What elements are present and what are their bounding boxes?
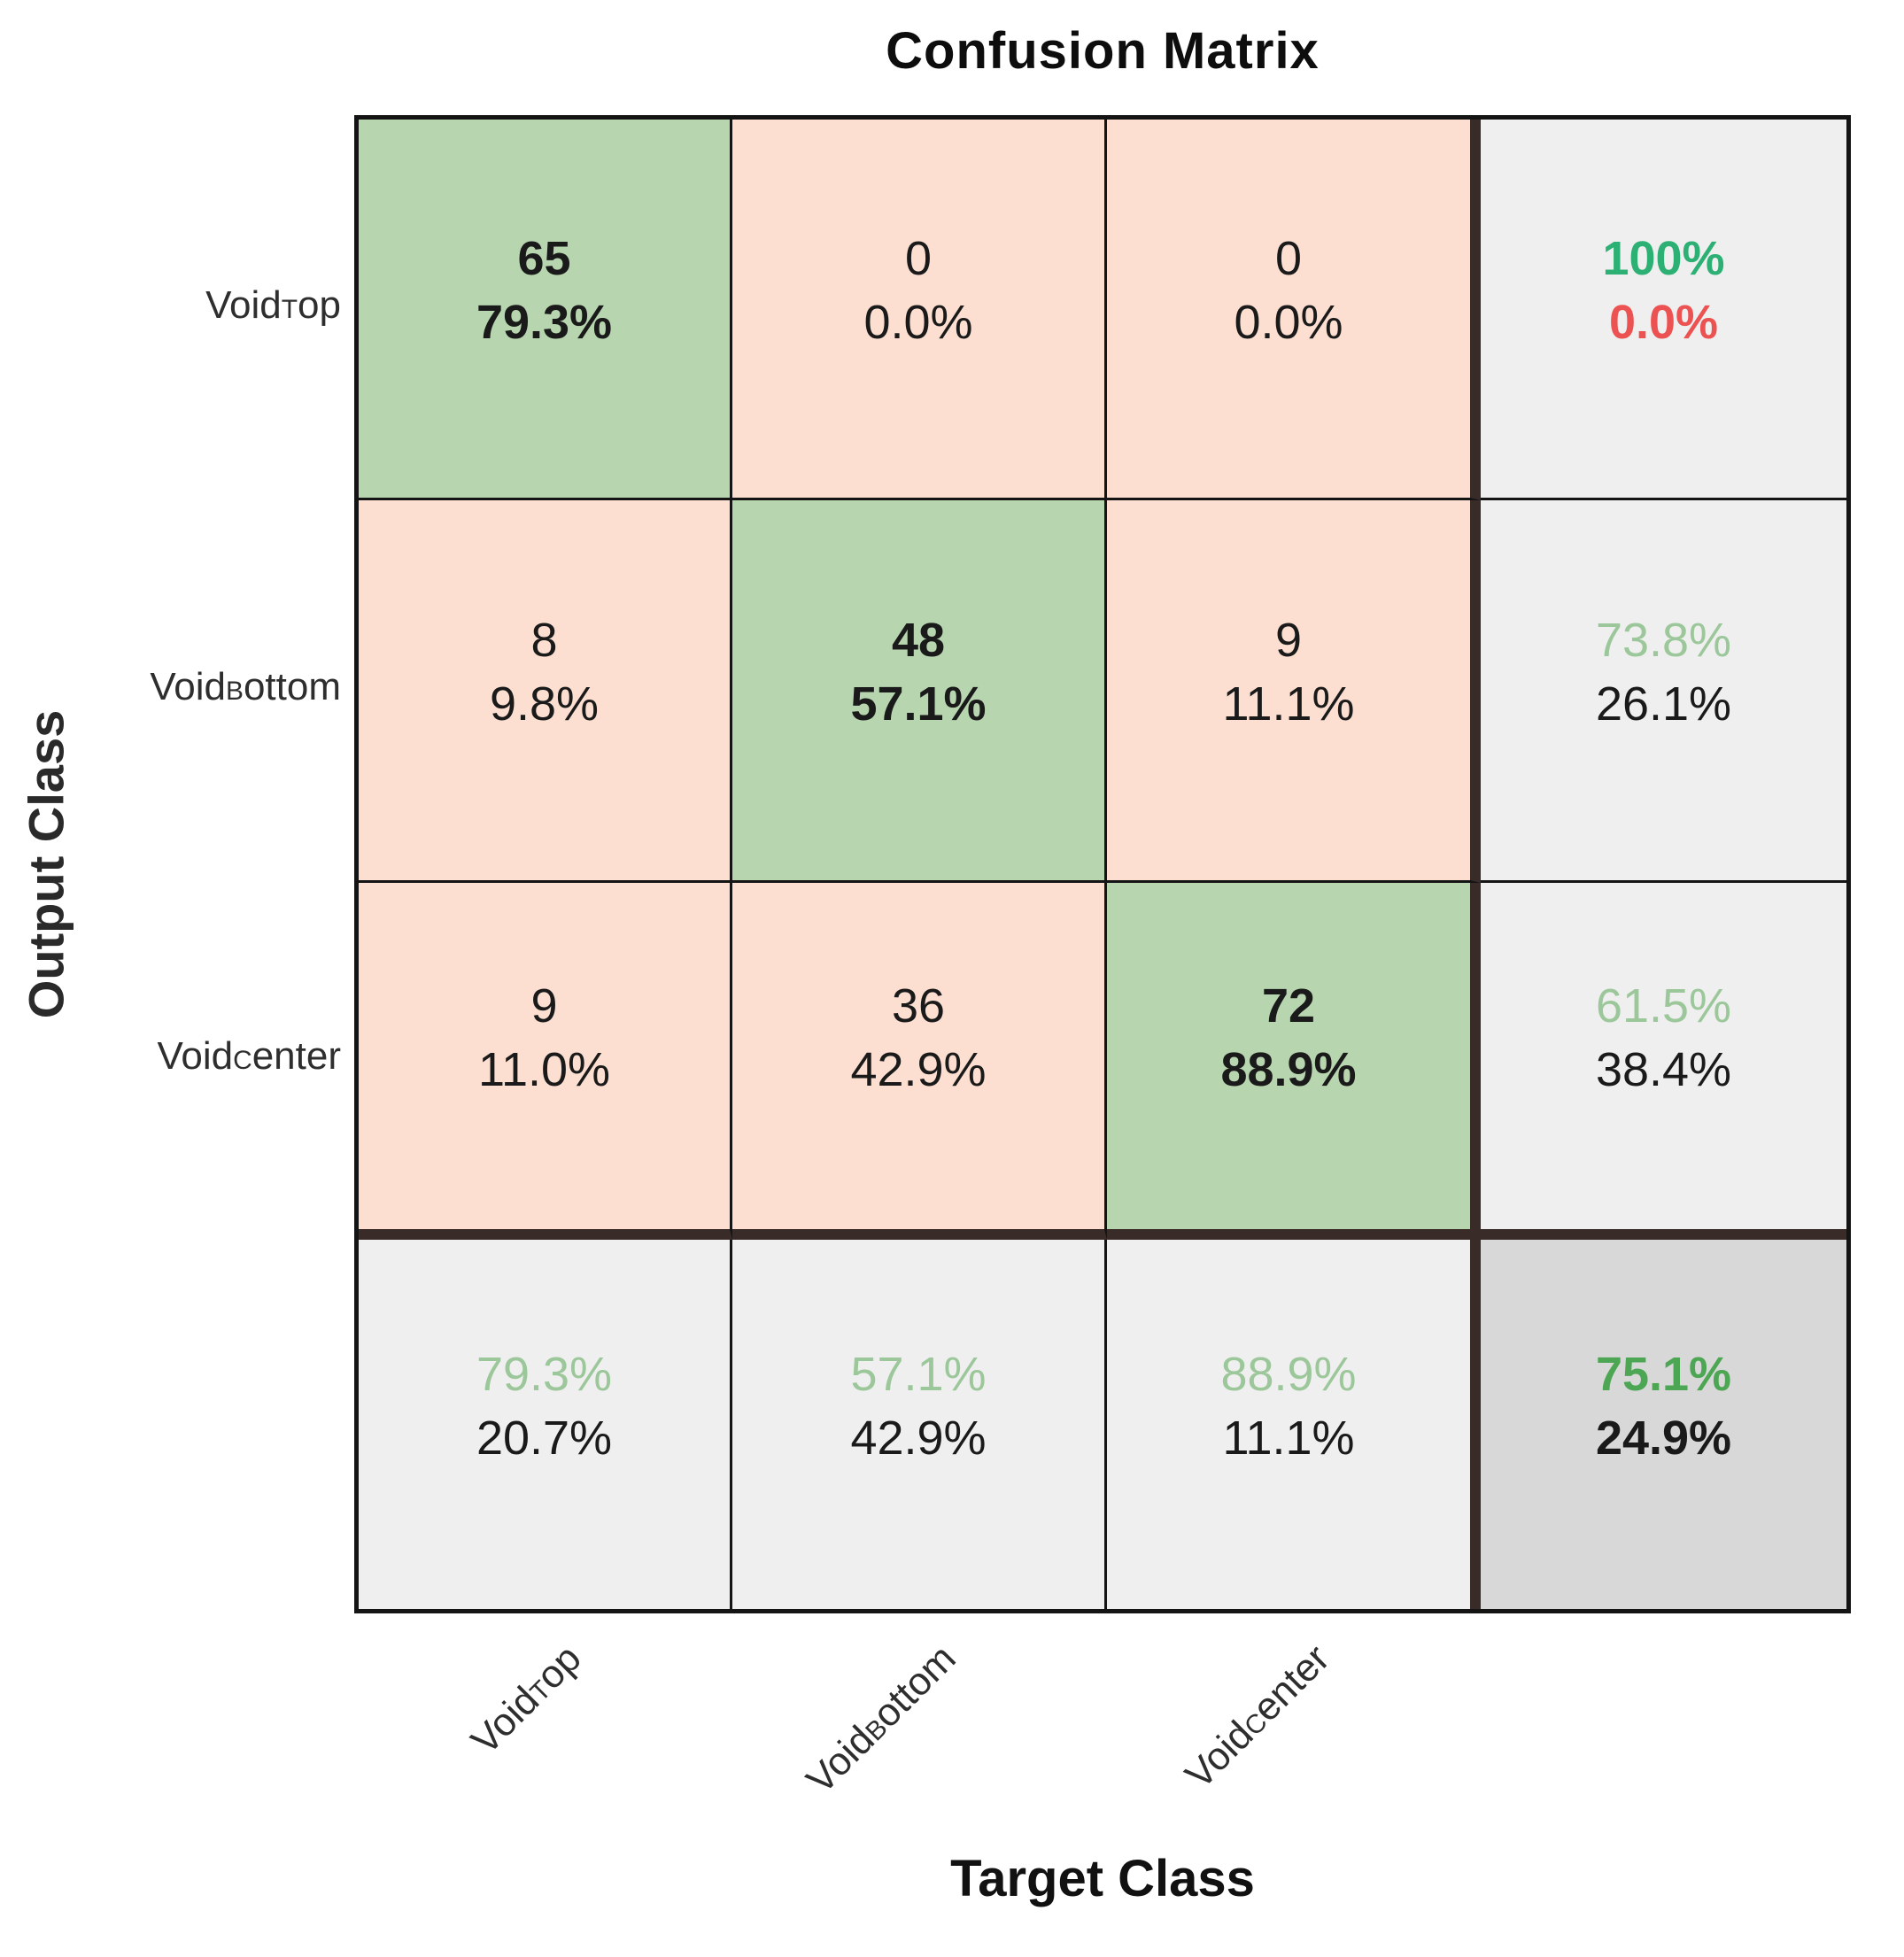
row-label-text: ottom bbox=[243, 665, 341, 708]
cell-percent: 11.0% bbox=[477, 1042, 611, 1096]
cell-count: 0 bbox=[1274, 231, 1303, 285]
summary-percent-bottom: 42.9% bbox=[850, 1411, 987, 1465]
cell-r0-c2: 0 0.0% bbox=[1107, 120, 1481, 500]
x-axis-label: Target Class bbox=[950, 1850, 1255, 1907]
cell-percent: 11.1% bbox=[1222, 677, 1355, 731]
cell-percent: 0.0% bbox=[863, 295, 973, 349]
summary-percent-top: 61.5% bbox=[1595, 978, 1732, 1033]
summary-percent-top: 57.1% bbox=[850, 1347, 987, 1401]
y-axis-label: Output Class bbox=[18, 709, 74, 1019]
row-label-subscript: T bbox=[281, 295, 298, 324]
cell-percent: 9.8% bbox=[489, 677, 600, 731]
cell-count: 65 bbox=[517, 231, 571, 285]
cell-percent: 0.0% bbox=[1234, 295, 1343, 349]
cell-percent: 88.9% bbox=[1220, 1042, 1357, 1096]
row-label-subscript: B bbox=[226, 677, 244, 706]
summary-percent-bottom: 11.1% bbox=[1222, 1411, 1355, 1465]
row-label-text: Void bbox=[157, 1034, 234, 1078]
summary-percent-top: 73.8% bbox=[1595, 613, 1732, 667]
row-label-text: op bbox=[298, 283, 341, 327]
cell-count: 48 bbox=[891, 613, 946, 667]
cell-r2-c1: 36 42.9% bbox=[732, 883, 1107, 1240]
row-label-void-top: VoidTop bbox=[49, 275, 341, 336]
row-summary-r1: 73.8% 26.1% bbox=[1481, 500, 1846, 883]
col-summary-c1: 57.1% 42.9% bbox=[732, 1240, 1107, 1609]
cell-r0-c1: 0 0.0% bbox=[732, 120, 1107, 500]
summary-percent-top: 88.9% bbox=[1220, 1347, 1357, 1401]
row-label-void-bottom: VoidBottom bbox=[49, 657, 341, 717]
cell-percent: 79.3% bbox=[476, 295, 613, 349]
summary-percent-bottom: 26.1% bbox=[1595, 677, 1732, 731]
cell-count: 9 bbox=[1274, 613, 1303, 667]
row-label-text: Void bbox=[150, 665, 226, 708]
cell-percent: 42.9% bbox=[850, 1042, 987, 1096]
cell-r1-c0: 8 9.8% bbox=[359, 500, 732, 883]
cell-count: 36 bbox=[891, 978, 946, 1033]
row-label-text: Void bbox=[205, 283, 282, 327]
tick-label-text: ottom bbox=[864, 1636, 964, 1737]
summary-percent-bottom: 0.0% bbox=[1608, 295, 1719, 349]
col-summary-c0: 79.3% 20.7% bbox=[359, 1240, 732, 1609]
overall-error: 24.9% bbox=[1595, 1411, 1732, 1465]
cell-r1-c2: 9 11.1% bbox=[1107, 500, 1481, 883]
summary-percent-top: 100% bbox=[1602, 231, 1725, 285]
row-summary-r2: 61.5% 38.4% bbox=[1481, 883, 1846, 1240]
row-summary-r0: 100% 0.0% bbox=[1481, 120, 1846, 500]
cell-count: 9 bbox=[530, 978, 558, 1033]
summary-percent-bottom: 38.4% bbox=[1595, 1042, 1732, 1096]
confusion-matrix: 65 79.3% 0 0.0% 0 0.0% 100% 0.0% 8 9.8% … bbox=[354, 115, 1851, 1613]
summary-percent-bottom: 20.7% bbox=[476, 1411, 613, 1465]
cell-count: 72 bbox=[1261, 978, 1316, 1033]
row-label-subscript: C bbox=[233, 1046, 252, 1075]
overall-accuracy: 75.1% bbox=[1595, 1347, 1732, 1401]
cell-r0-c0: 65 79.3% bbox=[359, 120, 732, 500]
overall-accuracy-cell: 75.1% 24.9% bbox=[1481, 1240, 1846, 1609]
col-summary-c2: 88.9% 11.1% bbox=[1107, 1240, 1481, 1609]
cell-r1-c1: 48 57.1% bbox=[732, 500, 1107, 883]
cell-r2-c2: 72 88.9% bbox=[1107, 883, 1481, 1240]
row-label-void-center: VoidCenter bbox=[49, 1026, 341, 1087]
summary-percent-top: 79.3% bbox=[476, 1347, 613, 1401]
row-label-text: enter bbox=[252, 1034, 341, 1078]
cell-count: 8 bbox=[530, 613, 558, 667]
cell-r2-c0: 9 11.0% bbox=[359, 883, 732, 1240]
chart-title: Confusion Matrix bbox=[886, 22, 1320, 80]
cell-percent: 57.1% bbox=[850, 677, 987, 731]
cell-count: 0 bbox=[904, 231, 933, 285]
